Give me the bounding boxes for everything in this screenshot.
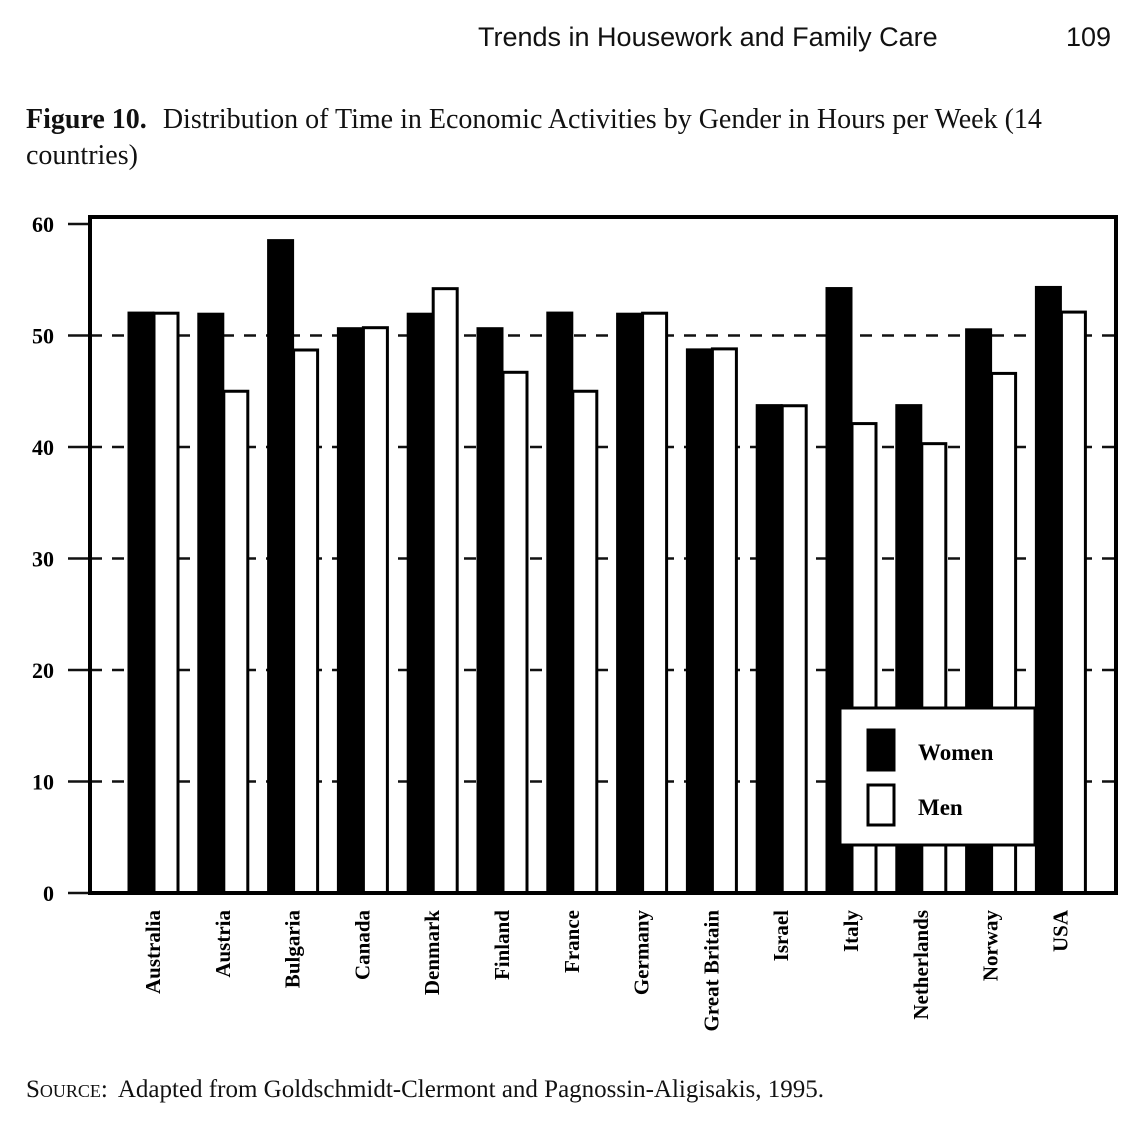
bar-women [685,348,713,894]
bar-men [292,348,320,895]
source-note: Source: Adapted from Goldschmidt-Clermont… [26,1076,824,1104]
x-category-label: Israel [769,910,793,961]
x-category-label: Great Britain [699,910,723,1032]
x-category-label: France [560,910,584,973]
bar-men [780,404,808,895]
legend-label-men: Men [918,795,963,820]
plot-frame [88,215,1118,895]
bar-women [406,312,434,894]
bar-women [1034,285,1062,894]
y-tick-label: 30 [32,547,54,572]
legend: Women Men [838,706,1037,847]
x-category-label: Finland [490,910,514,980]
y-tick-label: 10 [32,770,54,795]
legend-swatch-men [866,783,896,827]
figure-caption: Figure 10. Distribution of Time in Econom… [26,102,1126,174]
running-head: Trends in Housework and Family Care [478,22,938,52]
legend-swatch-women [866,728,896,772]
bar-men [501,370,529,895]
x-category-label: USA [1048,909,1072,952]
figure-title: Distribution of Time in Economic Activit… [26,104,1042,171]
legend-label-women: Women [918,740,994,765]
x-category-label: Bulgaria [281,910,305,989]
bar-men [431,287,459,895]
bar-women [755,404,783,894]
x-category-label: Canada [350,910,374,981]
bar-women [267,239,295,894]
bar-women [127,311,155,894]
x-category-label: Germany [630,910,654,996]
y-tick-label: 40 [32,435,54,460]
x-category-label: Italy [839,910,863,953]
figure-label: Figure 10. [26,104,147,135]
x-category-label: Austria [211,910,235,978]
x-category-label: Denmark [420,910,444,995]
bar-women [546,311,574,894]
bar-men [361,326,389,895]
source-label: Source: [26,1076,108,1103]
source-text: Adapted from Goldschmidt-Clermont and Pa… [117,1076,825,1103]
bar-men [710,347,738,895]
y-tick-label: 20 [32,658,54,683]
bar-women [336,327,364,894]
bar-women [616,312,644,894]
x-category-label: Norway [979,910,1003,982]
bar-men [222,389,250,895]
bar-men [571,389,599,895]
y-tick-label: 50 [32,324,54,349]
bar-men [641,311,669,895]
bar-women [197,312,225,894]
y-tick-label: 60 [32,212,54,237]
x-category-label: Netherlands [909,910,933,1020]
bar-men [1059,310,1087,895]
x-category-label: Australia [141,910,165,995]
page-number: 109 [1066,22,1112,52]
bar-women [476,327,504,894]
y-tick-label: 0 [43,881,54,906]
bar-men [152,311,180,895]
